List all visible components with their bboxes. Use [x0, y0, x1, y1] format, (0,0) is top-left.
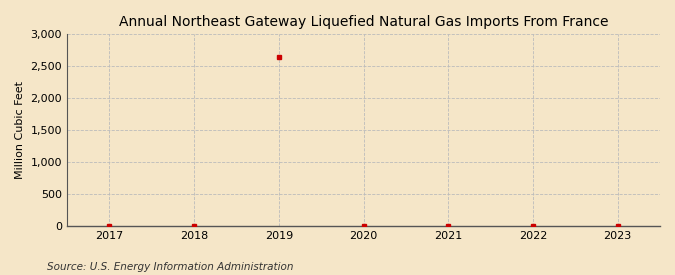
- Text: Source: U.S. Energy Information Administration: Source: U.S. Energy Information Administ…: [47, 262, 294, 272]
- Title: Annual Northeast Gateway Liquefied Natural Gas Imports From France: Annual Northeast Gateway Liquefied Natur…: [119, 15, 608, 29]
- Y-axis label: Million Cubic Feet: Million Cubic Feet: [15, 81, 25, 179]
